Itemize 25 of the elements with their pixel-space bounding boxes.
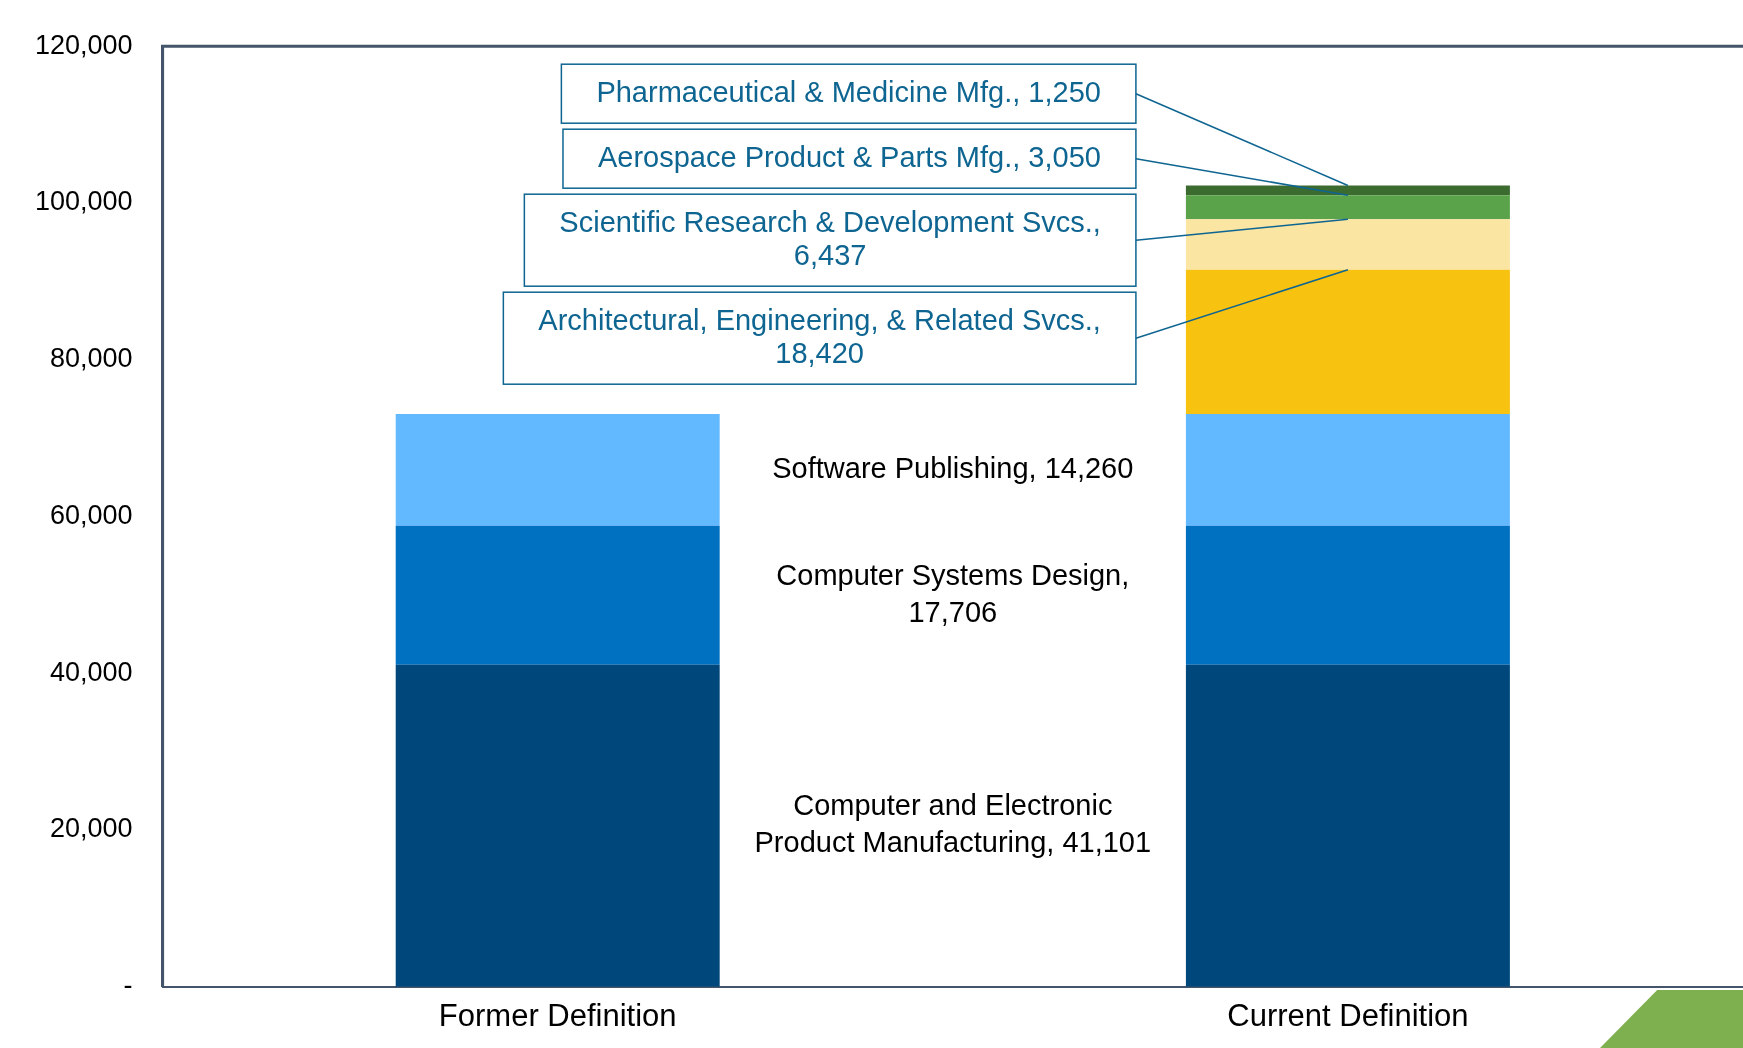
bar <box>1185 664 1510 987</box>
annotation: Architectural, Engineering, & Related Svcs., 18,420 <box>538 303 1101 369</box>
annotation: Scientific Research & Development Svcs., 6,437 <box>559 205 1101 271</box>
y-tick-label: 40,000 <box>50 656 133 687</box>
bar <box>395 664 720 987</box>
bar <box>395 414 720 526</box>
bar <box>395 525 720 665</box>
bar <box>1185 414 1510 526</box>
y-tick-label: 20,000 <box>50 813 133 844</box>
y-tick-label: 120,000 <box>34 29 133 60</box>
bar <box>1185 525 1510 665</box>
bar <box>1185 219 1510 270</box>
annotation: Computer and Electronic Product Manufacturing, 41,101 <box>754 789 1152 859</box>
bar <box>1185 269 1510 415</box>
y-tick-label: - <box>123 970 133 1001</box>
y-tick-label: 60,000 <box>50 499 133 530</box>
bar <box>1185 195 1510 220</box>
x-tick-label: Current Definition <box>1227 997 1469 1033</box>
annotation: Aerospace Product & Parts Mfg., 3,050 <box>597 140 1101 173</box>
annotation: Pharmaceutical & Medicine Mfg., 1,250 <box>596 75 1101 108</box>
y-tick-label: 80,000 <box>50 343 133 374</box>
annotation: Software Publishing, 14,260 <box>772 451 1134 484</box>
annotation: Computer Systems Design, 17,706 <box>776 558 1130 628</box>
y-tick-label: 100,000 <box>34 186 133 217</box>
x-tick-label: Former Definition <box>438 997 677 1033</box>
